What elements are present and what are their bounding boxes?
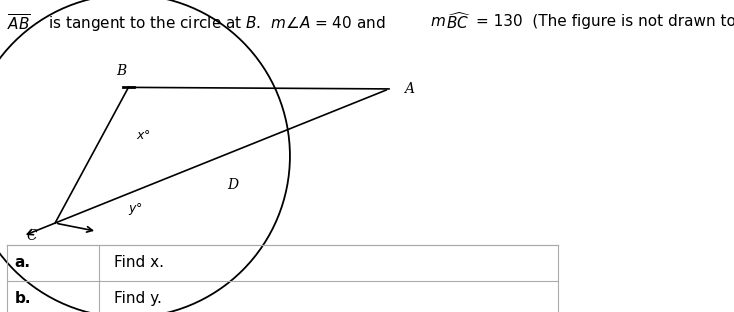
Text: a.: a.: [15, 255, 31, 271]
Text: A: A: [404, 82, 414, 96]
Text: is tangent to the circle at $\mathit{B}$.  $m\angle \mathit{A}$ = 40 and: is tangent to the circle at $\mathit{B}$…: [48, 14, 385, 33]
Text: b.: b.: [15, 291, 31, 306]
Text: Find y.: Find y.: [114, 291, 161, 306]
Text: B: B: [116, 64, 126, 78]
Text: $y°$: $y°$: [128, 201, 143, 217]
Text: $x°$: $x°$: [136, 129, 150, 142]
Text: = 130  (The figure is not drawn to scale.): = 130 (The figure is not drawn to scale.…: [476, 14, 734, 29]
Text: C: C: [26, 229, 37, 243]
Text: $\widehat{\mathit{BC}}$: $\widehat{\mathit{BC}}$: [446, 11, 472, 32]
Text: D: D: [228, 178, 239, 192]
Text: $\overline{\mathit{AB}}$: $\overline{\mathit{AB}}$: [7, 14, 31, 34]
Text: $\mathit{m}$: $\mathit{m}$: [430, 14, 446, 29]
Text: Find x.: Find x.: [114, 255, 164, 271]
